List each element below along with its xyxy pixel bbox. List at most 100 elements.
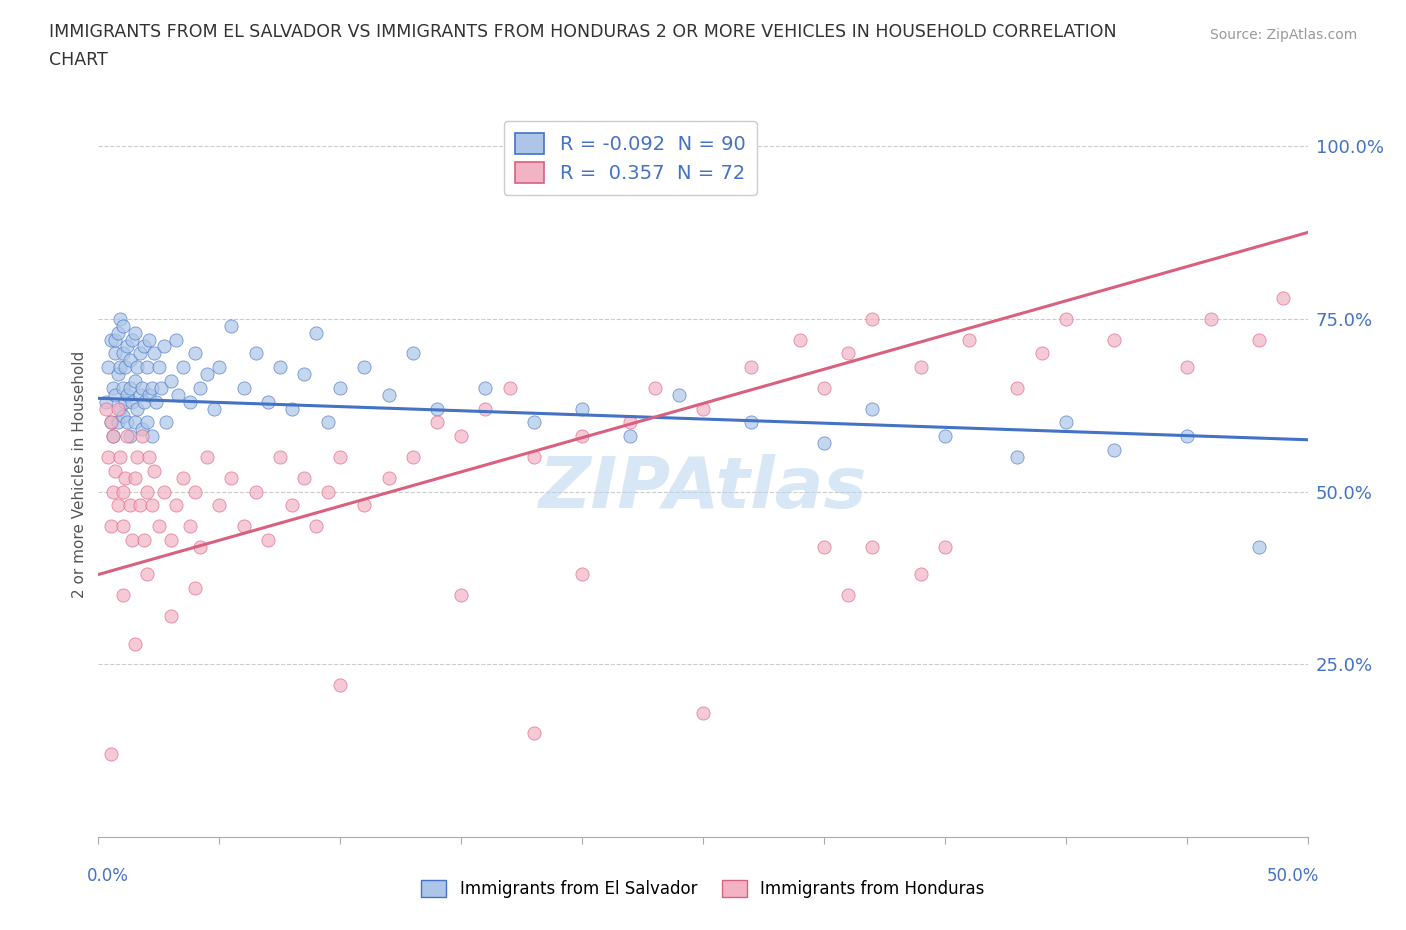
Point — [104, 346, 127, 361]
Point — [1272, 291, 1295, 306]
Point — [740, 360, 762, 375]
Point — [141, 380, 163, 395]
Point — [104, 388, 127, 403]
Point — [143, 346, 166, 361]
Point — [124, 636, 146, 651]
Point — [1199, 312, 1222, 326]
Point — [204, 401, 226, 416]
Point — [1007, 449, 1029, 464]
Point — [450, 429, 472, 444]
Point — [221, 471, 243, 485]
Point — [910, 360, 932, 375]
Point — [195, 449, 218, 464]
Point — [292, 366, 315, 381]
Point — [1175, 429, 1198, 444]
Point — [523, 449, 546, 464]
Point — [148, 360, 170, 375]
Point — [117, 429, 139, 444]
Text: CHART: CHART — [49, 51, 108, 69]
Point — [188, 380, 211, 395]
Point — [167, 388, 190, 403]
Point — [134, 339, 156, 354]
Point — [1175, 360, 1198, 375]
Point — [305, 519, 328, 534]
Point — [111, 485, 134, 499]
Point — [377, 471, 399, 485]
Point — [148, 519, 170, 534]
Point — [127, 360, 149, 375]
Point — [316, 415, 339, 430]
Point — [135, 360, 157, 375]
Point — [128, 388, 150, 403]
Point — [152, 485, 174, 499]
Point — [101, 429, 124, 444]
Point — [145, 394, 167, 409]
Point — [474, 380, 496, 395]
Point — [111, 318, 134, 333]
Point — [1031, 346, 1053, 361]
Point — [114, 394, 136, 409]
Point — [232, 380, 254, 395]
Text: ZIPAtlas: ZIPAtlas — [538, 455, 868, 524]
Point — [1054, 312, 1077, 326]
Point — [107, 498, 129, 512]
Point — [329, 380, 352, 395]
Point — [1007, 380, 1029, 395]
Point — [281, 401, 304, 416]
Point — [692, 705, 714, 720]
Point — [141, 498, 163, 512]
Point — [111, 519, 134, 534]
Point — [135, 415, 157, 430]
Text: Source: ZipAtlas.com: Source: ZipAtlas.com — [1209, 28, 1357, 42]
Point — [101, 429, 124, 444]
Point — [179, 519, 201, 534]
Point — [450, 588, 472, 603]
Point — [305, 326, 328, 340]
Point — [789, 332, 811, 347]
Point — [111, 346, 134, 361]
Point — [108, 449, 131, 464]
Point — [402, 449, 425, 464]
Point — [128, 346, 150, 361]
Point — [910, 567, 932, 582]
Point — [124, 415, 146, 430]
Point — [107, 326, 129, 340]
Point — [104, 332, 127, 347]
Point — [172, 471, 194, 485]
Point — [860, 401, 883, 416]
Point — [160, 533, 183, 548]
Point — [232, 519, 254, 534]
Point — [160, 374, 183, 389]
Point — [108, 360, 131, 375]
Point — [426, 415, 449, 430]
Point — [124, 471, 146, 485]
Point — [165, 332, 187, 347]
Point — [1249, 332, 1271, 347]
Point — [111, 380, 134, 395]
Point — [179, 394, 201, 409]
Point — [131, 429, 153, 444]
Point — [221, 318, 243, 333]
Point — [353, 360, 375, 375]
Point — [619, 415, 641, 430]
Point — [1054, 415, 1077, 430]
Point — [571, 429, 593, 444]
Point — [128, 498, 150, 512]
Point — [1102, 443, 1125, 458]
Point — [957, 332, 980, 347]
Point — [141, 429, 163, 444]
Point — [155, 415, 177, 430]
Point — [134, 533, 156, 548]
Point — [107, 415, 129, 430]
Point — [813, 436, 835, 451]
Point — [131, 380, 153, 395]
Point — [111, 408, 134, 423]
Point — [152, 339, 174, 354]
Point — [138, 449, 160, 464]
Point — [256, 394, 278, 409]
Point — [138, 388, 160, 403]
Point — [131, 422, 153, 437]
Point — [523, 415, 546, 430]
Point — [124, 326, 146, 340]
Point — [269, 449, 291, 464]
